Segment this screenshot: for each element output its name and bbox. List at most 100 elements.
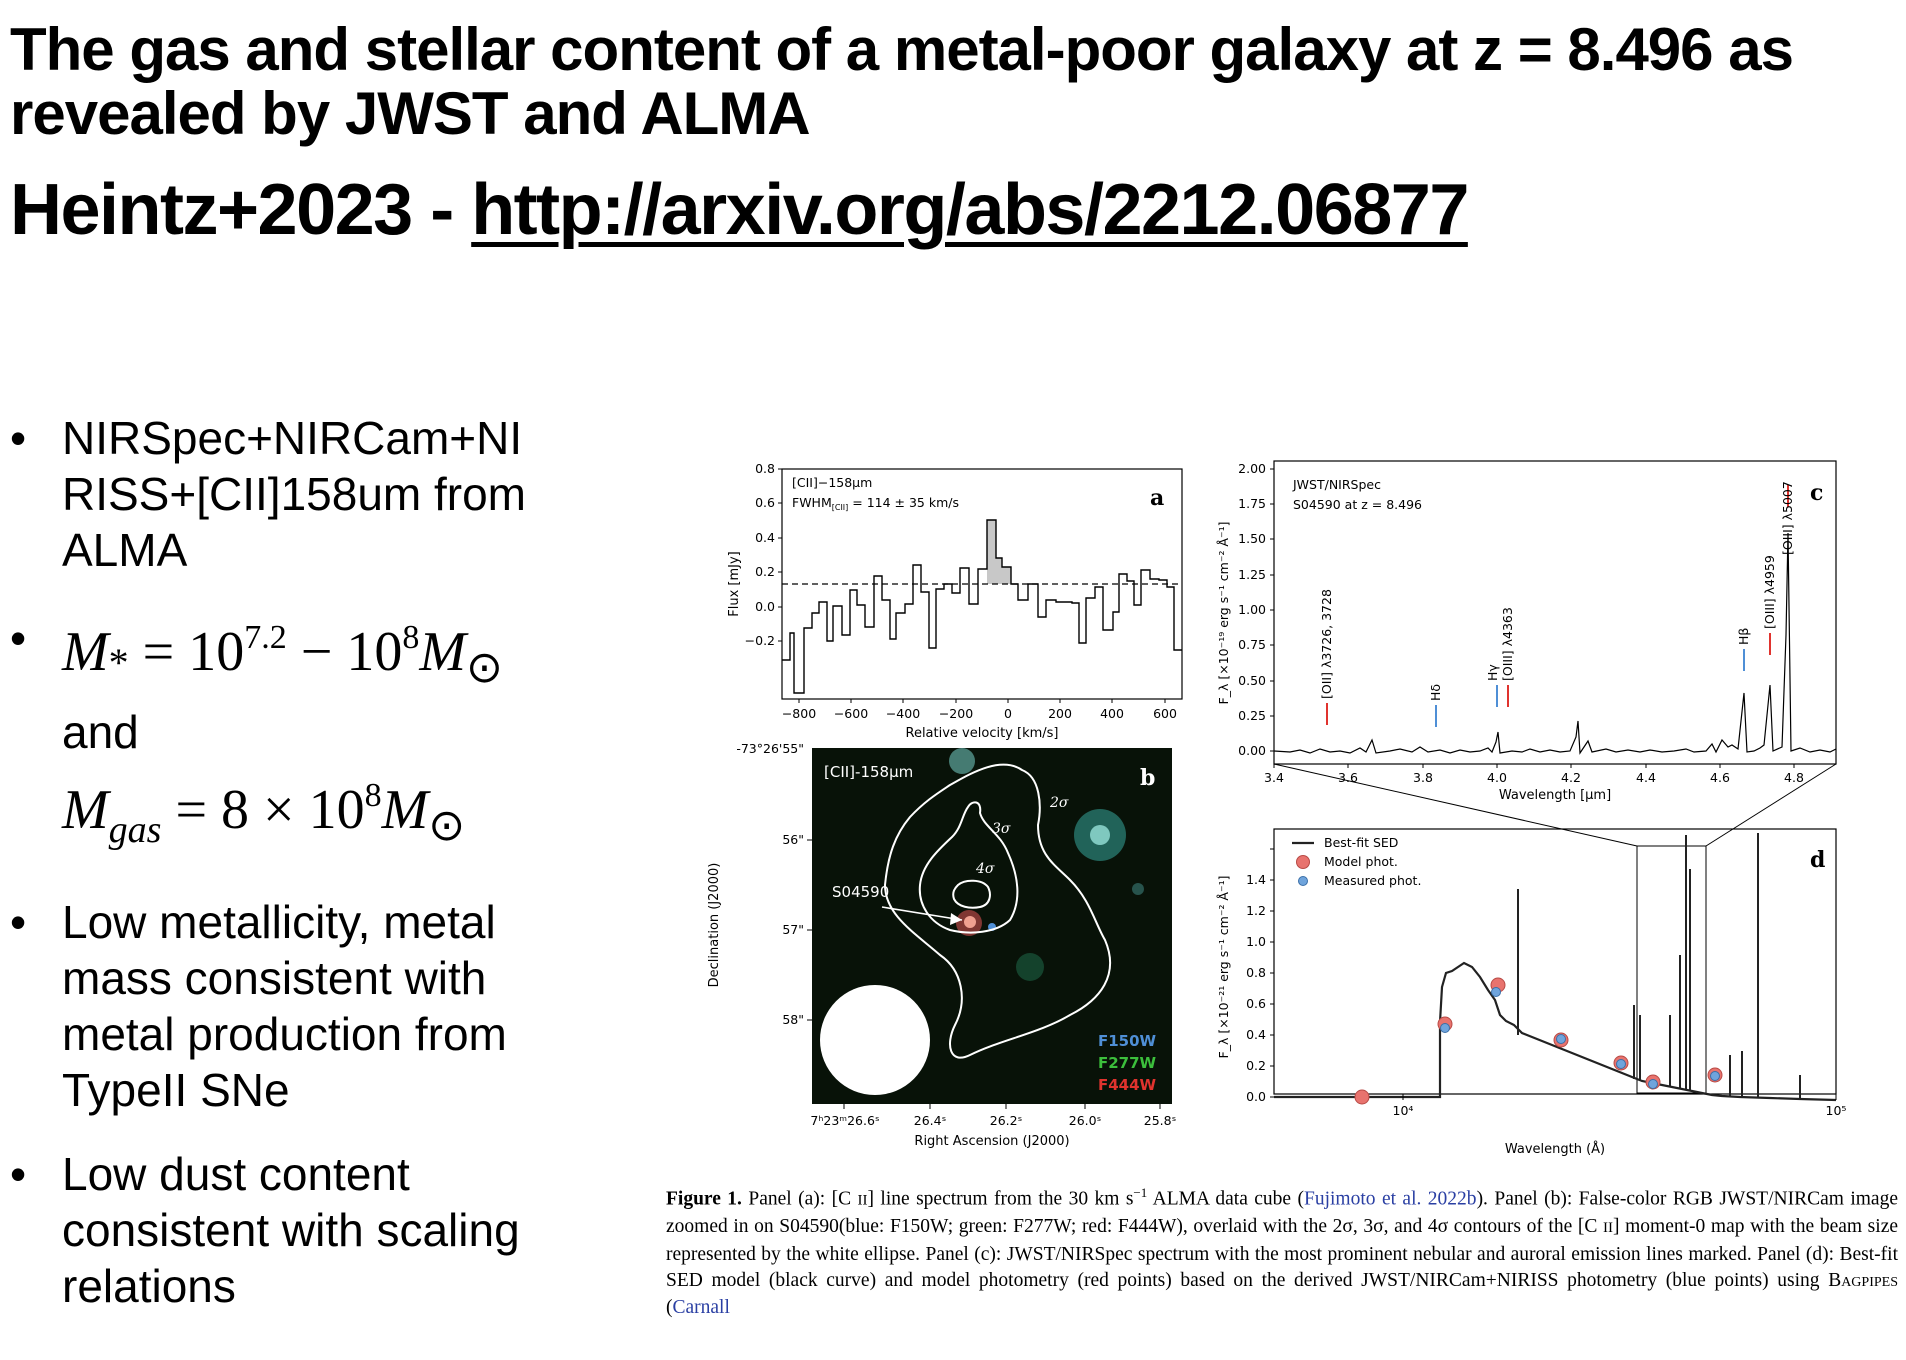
gas-mass-equation: Mgas = 8 × 108M⊙ [62,777,466,851]
panel-a-ytick: 0.6 [755,495,775,510]
panel-a-xtick: 0 [1004,706,1012,721]
panel-c-ytick: 0.25 [1238,708,1266,723]
panel-d-ytick: 0.6 [1246,996,1266,1011]
bullet-dust: Low dust content consistent with scaling… [10,1146,610,1314]
panel-a-xtick: 200 [1048,706,1072,721]
panel-d-ytick: 1.0 [1246,934,1266,949]
bullet-3-line-3: metal production from [62,1008,507,1060]
panel-a-label: a [1150,485,1164,511]
legend-model-phot: Model phot. [1324,854,1398,869]
panel-c-xtick: 3.4 [1264,770,1284,785]
panel-c-xtick: 4.8 [1784,770,1804,785]
bullet-2-and: and [62,706,139,758]
panel-b-star-cyan-core [1090,825,1110,845]
panel-a-xtick: 400 [1100,706,1124,721]
bullet-3-line-1: Low metallicity, metal [62,896,496,948]
panel-c-annotation-2: S04590 at z = 8.496 [1293,497,1422,512]
panel-d-ytick: 0.0 [1246,1089,1266,1104]
legend-best-fit: Best-fit SED [1324,835,1398,850]
panel-d-ytick: 0.4 [1246,1027,1266,1042]
panel-b-star-green [1016,953,1044,981]
panel-c-ytick: 1.50 [1238,531,1266,546]
label-hgamma: Hγ [1485,664,1500,681]
panel-a-xlabel: Relative velocity [km/s] [906,726,1059,741]
panel-b-dec-tick: 57" [782,922,804,937]
panel-d-measured-points [1440,987,1720,1089]
arxiv-link[interactable]: http://arxiv.org/abs/2212.06877 [471,170,1469,250]
panel-b-label: b [1140,765,1155,791]
panel-a-annotation-1: [CII]−158μm [792,475,872,490]
measured-phot-point [1616,1059,1626,1069]
panel-d-frame [1273,828,1837,1095]
paper-citation: Heintz+2023 - http://arxiv.org/abs/2212.… [10,170,1469,250]
legend-measured-phot: Measured phot. [1324,873,1421,888]
filter-f277w: F277W [1098,1054,1157,1072]
panel-a: 0.8 0.6 0.4 0.2 0.0 −0.2 −800 −600 −400 … [727,461,1183,741]
stellar-mass-equation: M* = 107.2 − 108M⊙ [62,619,503,692]
panel-c-line-labels: [OII] λ3726, 3728 Hδ Hγ [OIII] λ4363 Hβ … [1319,481,1795,701]
panel-b-ra-tick: 26.2ˢ [990,1113,1023,1128]
panel-b-dec-tick: 56" [782,832,804,847]
panel-c-annotation-1: JWST/NIRSpec [1292,477,1381,492]
bullet-1-line-2: RISS+[CII]158um from [62,468,526,520]
panel-c-xtick: 3.6 [1338,770,1358,785]
caption-label: Figure 1. [666,1188,742,1210]
measured-phot-point [1648,1079,1658,1089]
panel-d: Best-fit SED Model phot. Measured phot. … [1216,828,1846,1157]
panel-b-ra-tick: 7ʰ23ᵐ26.6ˢ [810,1113,879,1128]
panel-d-emission-spikes [1517,833,1801,1099]
sun-symbol: ⊙ [428,801,466,850]
panel-c-ytick: 0.50 [1238,673,1266,688]
zoom-connectors [1273,763,1837,1094]
panel-a-xtick: −600 [834,706,868,721]
panel-a-ytick: 0.0 [755,599,775,614]
panel-b-source-arrow [881,906,963,921]
measured-phot-point [1440,1023,1450,1033]
measured-phot-point [1710,1071,1720,1081]
panel-b-contour-label-3: 3σ [992,821,1011,837]
panel-a-spectrum [782,519,1182,694]
panel-b-contour-4sigma [952,879,991,909]
panel-c-ylabel: F_λ [×10⁻¹⁹ erg s⁻¹ cm⁻² Å⁻¹] [1216,522,1231,705]
panel-a-xtick: −800 [782,706,816,721]
panel-a-xticks: −800 −600 −400 −200 0 200 400 600 [782,699,1177,721]
citation-carnall[interactable]: Carnall [672,1296,730,1318]
zoom-box [1636,845,1707,1094]
slide-title: The gas and stellar content of a metal-p… [10,16,1794,147]
panel-a-xtick: −200 [939,706,973,721]
panel-b-beam-ellipse [820,985,930,1095]
bullet-data-sources: NIRSpec+NIRCam+NI RISS+[CII]158um from A… [10,410,610,578]
panel-b-contour-label-2: 2σ [1049,795,1069,811]
panel-c-ytick: 0.00 [1238,743,1266,758]
measured-phot-point [1491,987,1501,997]
panel-b-contour-label-4: 4σ [975,861,995,877]
panel-d-xlabel: Wavelength (Å) [1505,1141,1605,1157]
panel-c: [OII] λ3726, 3728 Hδ Hγ [OIII] λ4363 Hβ … [1216,460,1837,803]
bullet-4-line-2: consistent with scaling [62,1204,520,1256]
citation-author: Heintz+2023 - [10,170,472,250]
panel-d-xtick: 10⁴ [1393,1103,1414,1118]
label-oiii-5007: [OIII] λ5007 [1780,481,1795,555]
figure-1: 0.8 0.6 0.4 0.2 0.0 −0.2 −800 −600 −400 … [707,460,1846,1157]
bullet-masses: M* = 107.2 − 108M⊙ and Mgas = 8 × 108M⊙ [10,606,610,862]
panel-a-xtick: −400 [886,706,920,721]
panel-b-ra-tick: 26.4ˢ [914,1113,947,1128]
citation-fujimoto[interactable]: Fujimoto et al. 2022b [1304,1188,1477,1210]
bullet-metallicity: Low metallicity, metal mass consistent w… [10,894,610,1118]
panel-c-frame [1273,460,1837,765]
panel-c-ytick: 1.25 [1238,567,1266,582]
panel-b-dec-tick: -73°26'55" [736,741,804,756]
panel-d-ytick: 0.8 [1246,965,1266,980]
label-hbeta: Hβ [1736,628,1751,645]
panel-a-ytick: 0.4 [755,530,775,545]
panel-c-ytick: 0.75 [1238,637,1266,652]
bullet-3-line-2: mass consistent with [62,952,487,1004]
bullet-1-line-1: NIRSpec+NIRCam+NI [62,412,523,464]
bullet-4-line-1: Low dust content [62,1148,410,1200]
panel-b-contour-2sigma [883,763,1111,1059]
panel-b-star-top [949,748,975,774]
measured-phot-point [1556,1034,1566,1044]
panel-a-shaded-line [987,520,1011,584]
bullet-3-line-4: TypeII SNe [62,1064,290,1116]
label-hdelta: Hδ [1428,684,1443,701]
